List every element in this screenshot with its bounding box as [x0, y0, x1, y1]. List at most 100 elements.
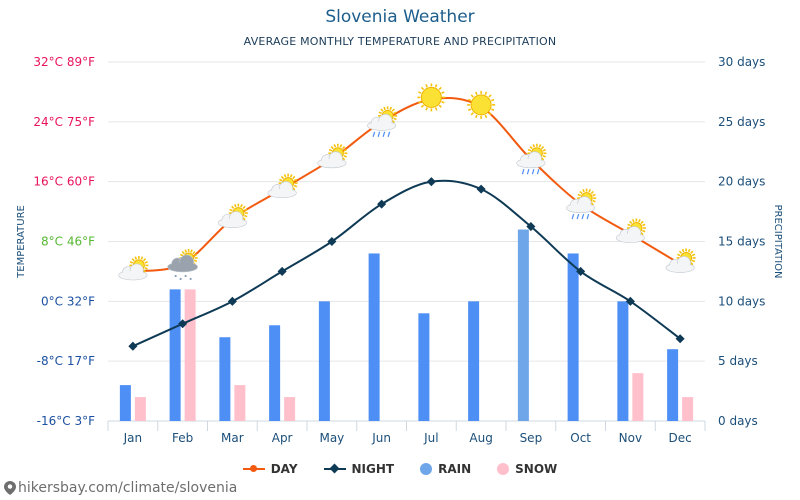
sun-ray — [640, 220, 644, 224]
x-axis-tick-label: Nov — [619, 431, 642, 445]
sun-ray — [383, 106, 386, 111]
sun-shape — [417, 83, 446, 112]
snow-dot-icon — [497, 463, 510, 475]
sun-ray — [527, 148, 532, 152]
rain-bar — [219, 337, 231, 421]
cloud-part — [567, 203, 594, 213]
rain-sun-cloud-icon — [516, 143, 547, 175]
sun-ray — [181, 251, 185, 255]
night-line — [132, 179, 681, 348]
legend-label-snow: SNOW — [515, 462, 558, 476]
snow-cloud-icon — [167, 248, 198, 281]
sun-ray — [588, 189, 591, 193]
right-axis-tick-label: 25 days — [718, 115, 765, 129]
sun-ray — [577, 193, 581, 197]
rain-bar — [567, 253, 579, 421]
rain-bar — [318, 301, 330, 421]
sun-disc — [470, 94, 492, 116]
sun-ray — [490, 98, 495, 102]
cloud-shape — [317, 151, 347, 169]
sun-cloud-icon — [217, 203, 248, 228]
sun-ray — [341, 157, 346, 161]
left-axis-tick-label: 24°C 75°F — [33, 115, 95, 129]
sun-ray — [542, 154, 546, 158]
sun-ray — [393, 117, 397, 121]
sun-ray — [467, 98, 472, 102]
chart-subtitle: AVERAGE MONTHLY TEMPERATURE AND PRECIPIT… — [243, 35, 557, 48]
day-line — [132, 97, 681, 273]
raindrop — [372, 131, 376, 138]
sun-ray — [280, 175, 285, 180]
sun-ray — [540, 157, 545, 161]
sun-ray — [640, 232, 644, 236]
cloud-part — [368, 121, 395, 130]
snowflake — [184, 274, 187, 278]
sun-ray — [529, 145, 533, 150]
cloud-part — [219, 218, 246, 228]
snow-bar — [632, 373, 644, 421]
sun-ray — [470, 112, 474, 116]
snow-bar — [184, 289, 196, 421]
sun-ray — [193, 253, 198, 257]
sun-ray — [475, 91, 478, 96]
snowflake — [174, 274, 177, 278]
cloud-shape — [118, 263, 148, 281]
left-axis-tick-label: -16°C 3°F — [37, 414, 95, 428]
sun-ray — [438, 104, 442, 108]
raindrop — [586, 213, 590, 220]
sun-ray — [184, 249, 188, 253]
sun-ray — [590, 190, 594, 195]
sun-ray — [687, 248, 691, 253]
x-axis-tick-label: Mar — [221, 431, 244, 445]
sun-icon — [417, 83, 446, 112]
snowflake — [179, 277, 182, 281]
x-axis-tick-label: Sep — [520, 431, 543, 445]
rain-bar — [667, 349, 679, 421]
sun-ray — [642, 229, 646, 233]
sun-ray — [229, 208, 233, 212]
sun-ray — [144, 261, 148, 264]
snow-bar — [234, 385, 246, 421]
sun-ray — [389, 106, 392, 111]
sun-shape — [467, 90, 496, 119]
cloud-shape — [615, 226, 645, 243]
rain-sun-cloud-icon — [367, 106, 398, 138]
sun-cloud-icon — [615, 218, 646, 243]
footer-link[interactable]: hikersbay.com/climate/slovenia — [4, 480, 237, 496]
sun-ray — [434, 84, 438, 88]
left-axis-tick-label: 0°C 32°F — [41, 294, 95, 308]
sun-ray — [629, 220, 633, 224]
sun-ray — [438, 86, 442, 91]
sun-ray — [293, 178, 298, 182]
legend-item-day[interactable]: DAY — [242, 462, 298, 476]
x-axis-tick-label: Jun — [371, 431, 391, 445]
raindrop — [382, 131, 386, 138]
sun-ray — [292, 187, 296, 191]
cloud-part — [617, 233, 644, 243]
rain-bar — [418, 313, 430, 421]
legend-item-snow[interactable]: SNOW — [497, 462, 557, 476]
legend-label-rain: RAIN — [438, 462, 472, 476]
sun-ray — [627, 223, 631, 227]
rain-bar — [368, 253, 380, 421]
x-axis-tick-label: Feb — [172, 431, 193, 445]
sun-ray — [690, 261, 694, 266]
left-axis-tick-label: -8°C 17°F — [37, 354, 95, 368]
night-point — [476, 184, 486, 194]
legend-item-rain[interactable]: RAIN — [420, 462, 471, 476]
sun-ray — [638, 218, 641, 223]
weather-chart: 32°C 89°F 24°C 75°F 16°C 60°F 8°C 46°F 0°C 3… — [16, 55, 783, 445]
sun-ray — [391, 119, 395, 124]
sun-ray — [592, 199, 596, 203]
sun-ray — [488, 112, 492, 116]
night-line-icon — [323, 463, 346, 474]
raindrop — [521, 169, 525, 175]
cloud-shape — [566, 196, 596, 213]
night-point — [576, 266, 586, 276]
night-point — [128, 341, 138, 351]
rain-bar — [517, 229, 529, 421]
raindrop — [531, 169, 535, 175]
legend-item-night[interactable]: NIGHT — [323, 462, 394, 476]
sun-ray — [292, 175, 296, 180]
sun-ray — [391, 108, 395, 112]
